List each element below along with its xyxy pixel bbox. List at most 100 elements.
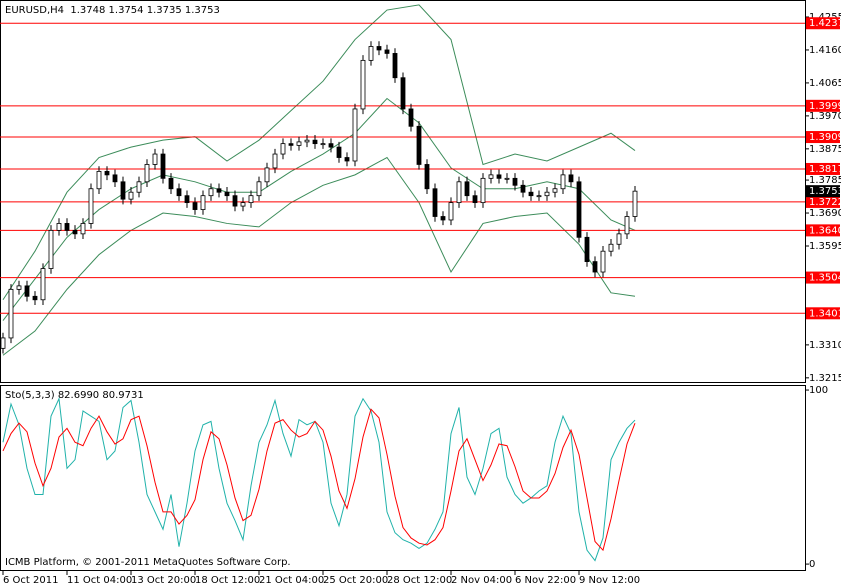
candle-body <box>400 77 406 110</box>
candle-body <box>408 108 414 127</box>
candle-body <box>176 188 182 197</box>
candle-body <box>512 177 518 186</box>
y-tick-label: 1.4160 <box>809 45 841 56</box>
level-label: 1.3999 <box>809 101 841 112</box>
x-tick-label: 21 Oct 04:00 <box>259 575 324 586</box>
y-tick-label: 1.3595 <box>809 241 841 252</box>
candle-body <box>304 139 310 143</box>
candle-body <box>416 125 422 165</box>
candle-body <box>264 167 270 183</box>
candle-body <box>360 59 366 110</box>
candle-body <box>432 188 438 217</box>
candle-body <box>8 288 14 339</box>
price-panel <box>0 0 806 383</box>
candle-body <box>464 181 470 197</box>
candle-body <box>608 243 614 252</box>
bollinger-middle <box>2 97 636 321</box>
level-label: 1.3909 <box>809 132 841 143</box>
candle-body <box>280 143 286 155</box>
candle-body <box>320 143 326 146</box>
indicator-title: Sto(5,3,3) 82.6990 80.9731 <box>5 390 144 401</box>
candle-body <box>72 229 78 235</box>
candle-body <box>16 285 22 290</box>
candle-body <box>136 181 142 193</box>
candle-body <box>480 177 486 204</box>
candle-body <box>392 53 398 79</box>
level-label: 1.3817 <box>809 164 841 175</box>
level-label-box <box>806 131 840 144</box>
x-tick-label: 2 Nov 04:00 <box>451 575 512 586</box>
indicator-line <box>2 396 636 562</box>
y-tick-label: 1.4065 <box>809 78 841 89</box>
candle-body <box>424 164 430 190</box>
candle-body <box>376 46 382 51</box>
candle-body <box>48 229 54 269</box>
candle-body <box>208 188 214 197</box>
candle-body <box>192 202 198 210</box>
candle-body <box>128 191 134 200</box>
bollinger-lower <box>2 156 636 356</box>
candle-body <box>536 195 542 198</box>
candle-body <box>584 236 590 263</box>
y-tick-label: 1.3310 <box>809 340 841 351</box>
candle-body <box>456 181 462 204</box>
candle-body <box>224 191 230 197</box>
candle-body <box>152 153 158 165</box>
candle-body <box>312 139 318 145</box>
candle-body <box>472 195 478 204</box>
level-label-box <box>806 99 840 112</box>
candle-body <box>168 177 174 190</box>
candle-body <box>240 202 246 207</box>
x-tick-label: 18 Oct 12:00 <box>195 575 260 586</box>
candle-body <box>160 153 166 179</box>
candle-body <box>64 223 70 231</box>
level-label: 1.3401 <box>809 308 841 319</box>
candle-body <box>552 188 558 193</box>
candle-body <box>504 177 510 180</box>
bollinger-upper <box>2 4 636 301</box>
candle-body <box>544 191 550 197</box>
level-label-box <box>806 195 840 208</box>
candle-body <box>624 216 630 235</box>
candle-body <box>328 143 334 148</box>
candle-body <box>0 337 6 349</box>
candle-body <box>288 143 294 146</box>
indicator-panel <box>0 385 806 571</box>
candle-body <box>568 174 574 183</box>
candle-body <box>440 216 446 221</box>
candle-body <box>488 174 494 179</box>
candle-body <box>520 184 526 193</box>
x-tick-label: 28 Oct 12:00 <box>387 575 452 586</box>
candle-body <box>24 285 30 297</box>
candle-body <box>80 223 86 235</box>
candle-body <box>56 223 62 231</box>
x-tick-label: 11 Oct 04:00 <box>67 575 132 586</box>
candle-body <box>296 141 302 146</box>
candle-body <box>448 202 454 221</box>
candle-body <box>344 157 350 162</box>
candle-body <box>216 188 222 193</box>
candle-body <box>232 195 238 207</box>
symbol-header: EURUSD,H4 1.3748 1.3754 1.3735 1.3753 <box>5 5 220 16</box>
candle-body <box>40 268 46 301</box>
x-tick-label: 6 Nov 22:00 <box>515 575 576 586</box>
current-price-label: 1.3753 <box>809 186 841 197</box>
level-label: 1.3504 <box>809 273 841 284</box>
current-price-box <box>806 185 840 198</box>
candle-body <box>120 181 126 200</box>
x-tick-label: 9 Nov 12:00 <box>579 575 640 586</box>
level-label: 1.4237 <box>809 18 841 29</box>
footer: ICMB Platform, © 2001-2011 MetaQuotes So… <box>5 557 291 568</box>
candle-body <box>384 49 390 54</box>
candle-body <box>256 181 262 197</box>
y-tick-label: 1.3785 <box>809 175 841 186</box>
candle-body <box>104 170 110 176</box>
level-label-box <box>806 307 840 320</box>
x-tick-label: 13 Oct 20:00 <box>131 575 196 586</box>
level-label: 1.3640 <box>809 225 841 236</box>
level-label-box <box>806 162 840 175</box>
y-tick-label: 100 <box>809 385 828 396</box>
candle-body <box>600 250 606 273</box>
candle-body <box>560 174 566 190</box>
x-tick-label: 25 Oct 20:00 <box>323 575 388 586</box>
